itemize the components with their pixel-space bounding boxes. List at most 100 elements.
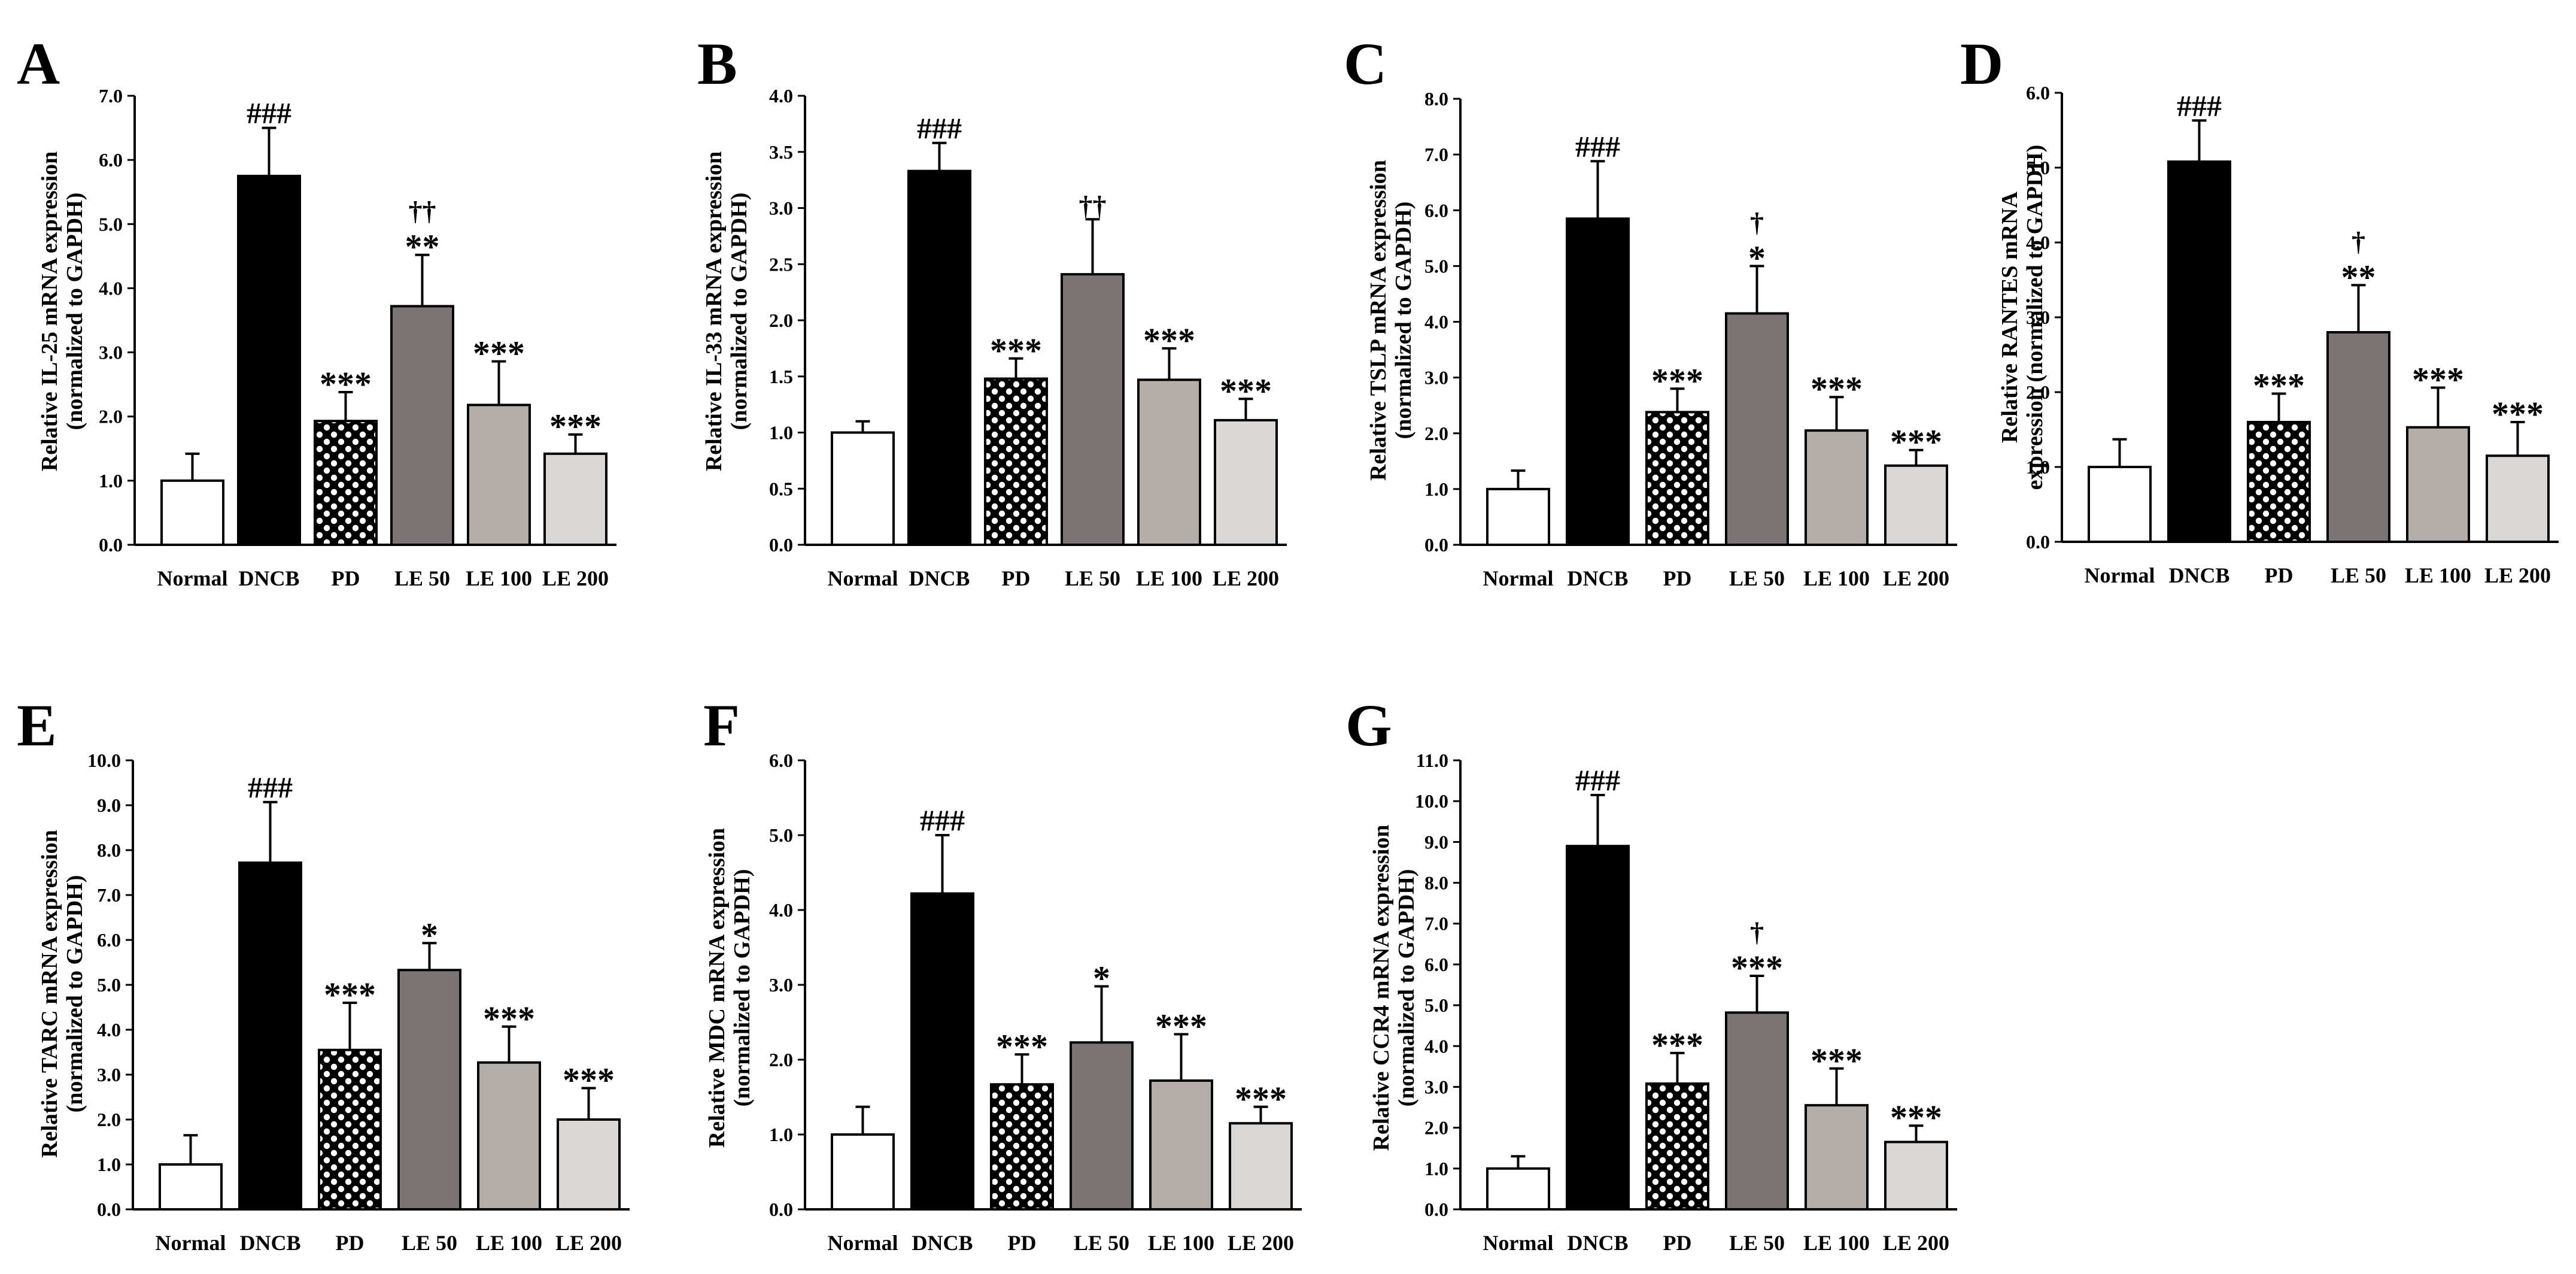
x-tick-label: LE 200 [1228, 1231, 1294, 1255]
bar-le-200 [2486, 454, 2550, 543]
y-axis-title-line-2: (normalized to GAPDH) [730, 869, 755, 1107]
significance-label: *** [2492, 395, 2544, 433]
bar-pd [1645, 1082, 1709, 1211]
y-axis-title-line-2: expression (normalized to GAPDH) [2022, 145, 2048, 490]
significance-label: *** [1890, 423, 1942, 462]
y-tick-label: 2.5 [769, 253, 793, 275]
x-tick-label: DNCB [239, 1231, 300, 1255]
y-tick-label: 10.0 [87, 750, 121, 771]
significance-label: *** [320, 365, 372, 404]
bar-le-50 [390, 305, 454, 546]
y-tick-label: 2.0 [769, 310, 793, 331]
y-tick-label: 1.0 [1424, 478, 1448, 500]
y-tick-label: 3.0 [769, 974, 793, 996]
y-tick-label: 7.0 [1424, 913, 1448, 935]
y-tick-label: 4.0 [99, 277, 123, 299]
y-tick-label: 1.0 [99, 470, 123, 492]
panel-d: D Relative RANTES mRNA expression (norma… [1960, 31, 2559, 587]
significance-label: * [1093, 959, 1110, 998]
bar-chart-b: 0.0 0.5 1.0 1.5 2.0 2.5 3.0 3.5 4.0 Normal ### DNCB… [769, 85, 1287, 590]
significance-label: *** [2253, 366, 2305, 405]
significance-label: ### [917, 111, 962, 145]
y-tick-label: 2.0 [99, 406, 123, 427]
bar-pd [1645, 411, 1709, 546]
y-axis-title: Relative CCR4 mRNA expression (normalize… [1369, 825, 1419, 1151]
bar-chart-e: 0.0 1.0 2.0 3.0 4.0 5.0 6.0 7.0 8.0 9.0 10.0 Normal… [87, 750, 630, 1255]
y-tick-label: 3.0 [99, 342, 123, 363]
significance-label: † [2352, 226, 2365, 256]
significance-label: ### [248, 771, 293, 804]
y-tick-label: 1.0 [769, 1124, 793, 1145]
significance-label: ### [1575, 763, 1620, 797]
bar-pd [984, 377, 1048, 546]
panel-letter: A [17, 31, 60, 97]
x-tick-label: PD [332, 566, 360, 590]
significance-label: ** [405, 228, 440, 266]
significance-label: *** [1731, 948, 1783, 987]
bar-le-200 [543, 452, 607, 546]
bar-le-100 [2406, 426, 2470, 543]
y-tick-label: 8.0 [1424, 88, 1448, 110]
bar-dncb [237, 174, 301, 546]
significance-label: *** [1155, 1007, 1207, 1046]
significance-label: †† [1079, 190, 1107, 220]
x-tick-label: PD [2265, 563, 2294, 587]
y-axis-title-line-1: Relative TSLP mRNA expression [1366, 160, 1391, 481]
x-tick-label: Normal [1483, 566, 1554, 590]
y-tick-label: 2.0 [97, 1109, 121, 1130]
y-tick-label: 8.0 [1424, 872, 1448, 894]
x-tick-label: LE 50 [1065, 566, 1120, 590]
bar-le-200 [557, 1118, 621, 1211]
bar-pd [318, 1048, 382, 1211]
x-tick-label: LE 100 [1148, 1231, 1214, 1255]
significance-label: *** [1890, 1098, 1942, 1137]
significance-label: ### [920, 803, 965, 837]
panel-g: G Relative CCR4 mRNA expression (normali… [1345, 692, 1957, 1255]
y-axis-title-line-1: Relative RANTES mRNA [1997, 191, 2022, 443]
y-axis-title-line-2: (normalized to GAPDH) [62, 193, 87, 430]
y-axis-title: Relative IL-25 mRNA expression (normaliz… [37, 151, 87, 471]
y-tick-label: 4.0 [769, 899, 793, 921]
y-tick-label: 7.0 [1424, 144, 1448, 165]
bar-normal [1486, 487, 1550, 546]
y-tick-label: 1.5 [769, 366, 793, 387]
y-axis-title: Relative RANTES mRNA expression (normali… [1997, 145, 2048, 490]
x-tick-label: LE 50 [402, 1231, 457, 1255]
panel-letter: C [1344, 31, 1387, 97]
bar-normal [160, 479, 224, 546]
x-tick-label: LE 100 [1803, 566, 1870, 590]
significance-label: *** [990, 331, 1042, 370]
panel-letter: F [703, 692, 740, 759]
x-tick-label: LE 200 [1213, 566, 1279, 590]
y-axis-title: Relative MDC mRNA expression (normalized… [704, 828, 755, 1148]
bar-le-200 [1884, 464, 1948, 547]
significance-label: *** [324, 975, 376, 1014]
x-tick-label: Normal [156, 1231, 226, 1255]
x-tick-label: PD [1002, 566, 1031, 590]
y-axis-title: Relative TARC mRNA expression (normalize… [37, 830, 87, 1158]
significance-label: *** [1651, 1026, 1703, 1064]
x-tick-label: LE 100 [1136, 566, 1202, 590]
significance-label: *** [2412, 360, 2464, 399]
y-tick-label: 3.0 [97, 1064, 121, 1085]
x-tick-label: LE 50 [1729, 566, 1785, 590]
y-tick-label: 5.0 [769, 824, 793, 846]
y-axis-title-line-2: (normalized to GAPDH) [1394, 869, 1419, 1107]
x-tick-label: LE 200 [542, 566, 609, 590]
bar-pd [990, 1083, 1054, 1211]
y-tick-label: 5.0 [99, 213, 123, 235]
bar-chart-f: 0.0 1.0 2.0 3.0 4.0 5.0 6.0 Normal ### DNCB *** PD *… [769, 750, 1302, 1255]
x-tick-label: PD [1663, 566, 1692, 590]
bar-dncb [907, 169, 971, 546]
x-tick-label: Normal [2085, 563, 2155, 587]
y-tick-label: 1.0 [97, 1154, 121, 1175]
x-tick-label: LE 200 [1883, 566, 1949, 590]
bar-dncb [1566, 217, 1630, 546]
significance-label: *** [549, 407, 602, 446]
significance-label: ### [1575, 129, 1620, 163]
y-tick-label: 0.0 [99, 534, 123, 556]
bar-normal [1486, 1167, 1550, 1211]
y-tick-label: 1.0 [769, 422, 793, 444]
x-tick-label: Normal [157, 566, 228, 590]
y-tick-label: 6.0 [99, 149, 123, 171]
